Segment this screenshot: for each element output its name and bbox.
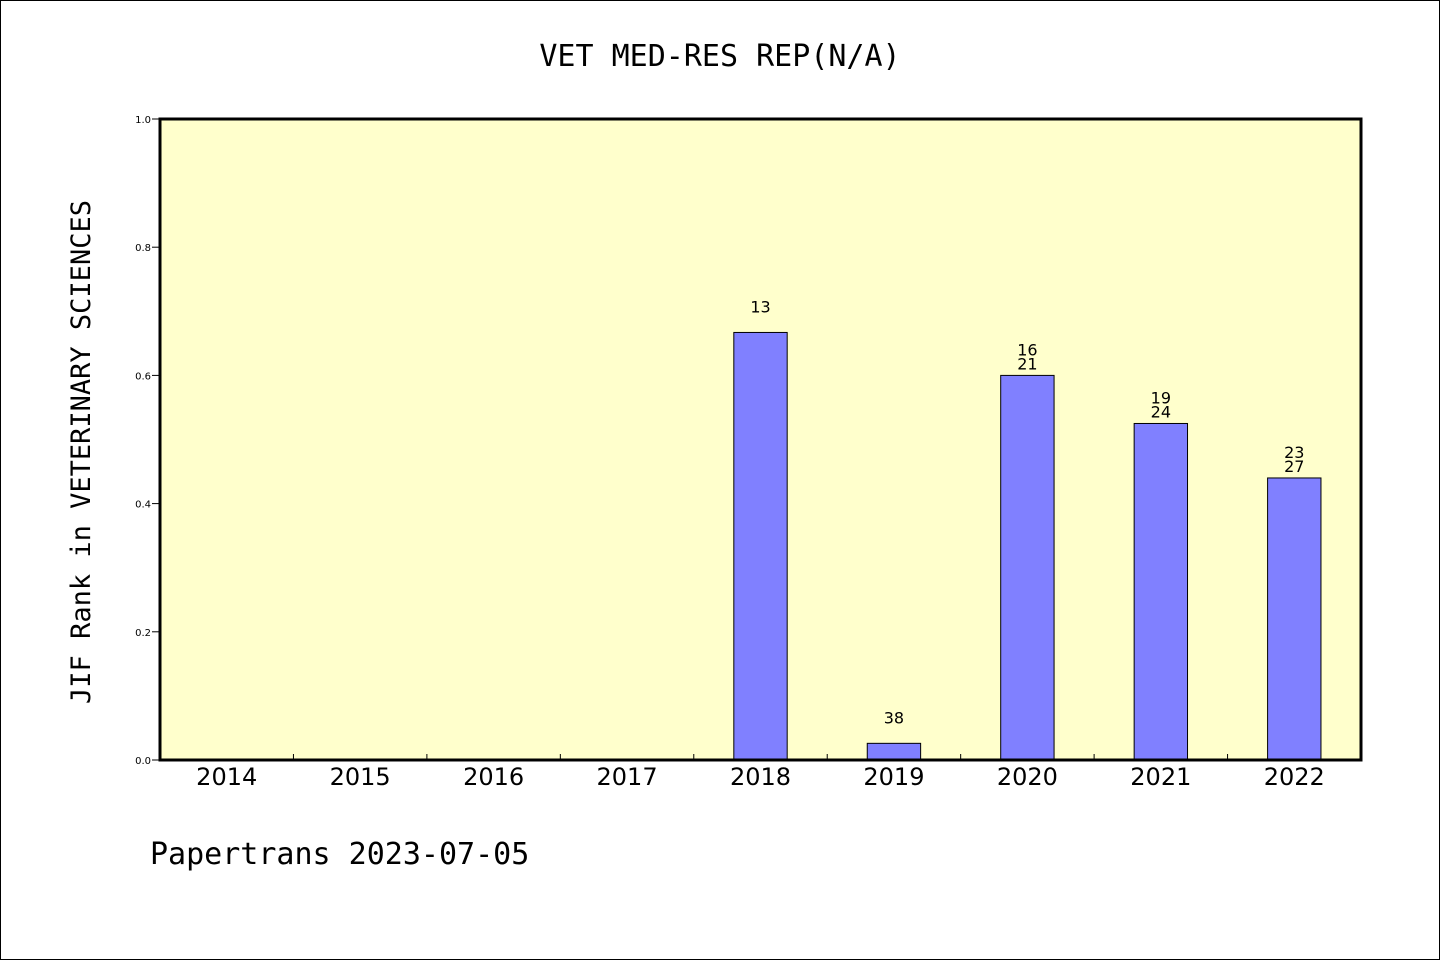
bar-2019 — [866, 742, 922, 761]
bar-2021 — [1133, 422, 1189, 761]
x-tick-label: 2019 — [863, 763, 924, 791]
x-tick-label: 2022 — [1264, 763, 1325, 791]
y-tick-label: 0.8 — [135, 243, 151, 254]
y-tick-label: 0.0 — [135, 756, 151, 767]
bar-data-label: 21 — [1017, 354, 1037, 373]
y-axis-ticks: 0.0 0.2 0.4 0.6 0.8 1.0 — [135, 115, 160, 767]
bar-data-label: 19 — [1151, 388, 1171, 407]
y-tick-label: 0.2 — [135, 628, 151, 639]
bar-2018 — [733, 331, 788, 761]
chart-title: VET MED-RES REP(N/A) — [539, 39, 900, 74]
x-tick-label: 2021 — [1130, 763, 1191, 791]
footer-text: Papertrans 2023-07-05 — [150, 837, 529, 872]
x-tick-label: 2016 — [463, 763, 524, 791]
y-tick-label: 1.0 — [135, 115, 151, 126]
y-axis-label: JIF Rank in VETERINARY SCIENCES — [66, 200, 97, 704]
plot-border — [158, 117, 1363, 762]
x-axis-ticks: 2014 2015 2016 2017 2018 2019 2020 2021 2022 — [196, 754, 1325, 791]
y-tick-label: 0.6 — [135, 371, 151, 382]
x-tick-label: 2014 — [196, 763, 257, 791]
bar-data-label: 13 — [750, 297, 770, 316]
bar-data-label: 23 — [1284, 443, 1304, 462]
bars — [733, 331, 1322, 761]
bar-data-label: 27 — [1284, 457, 1304, 476]
bar-data-label: 24 — [1151, 402, 1171, 421]
bar-data-label: 38 — [884, 708, 904, 727]
x-tick-label: 2017 — [597, 763, 658, 791]
x-tick-label: 2015 — [330, 763, 391, 791]
x-tick-label: 2020 — [997, 763, 1058, 791]
x-tick-label: 2018 — [730, 763, 791, 791]
bar-2020 — [1000, 374, 1055, 761]
bar-data-label: 16 — [1017, 340, 1037, 359]
y-tick-label: 0.4 — [135, 500, 151, 511]
bar-2022 — [1267, 477, 1322, 761]
